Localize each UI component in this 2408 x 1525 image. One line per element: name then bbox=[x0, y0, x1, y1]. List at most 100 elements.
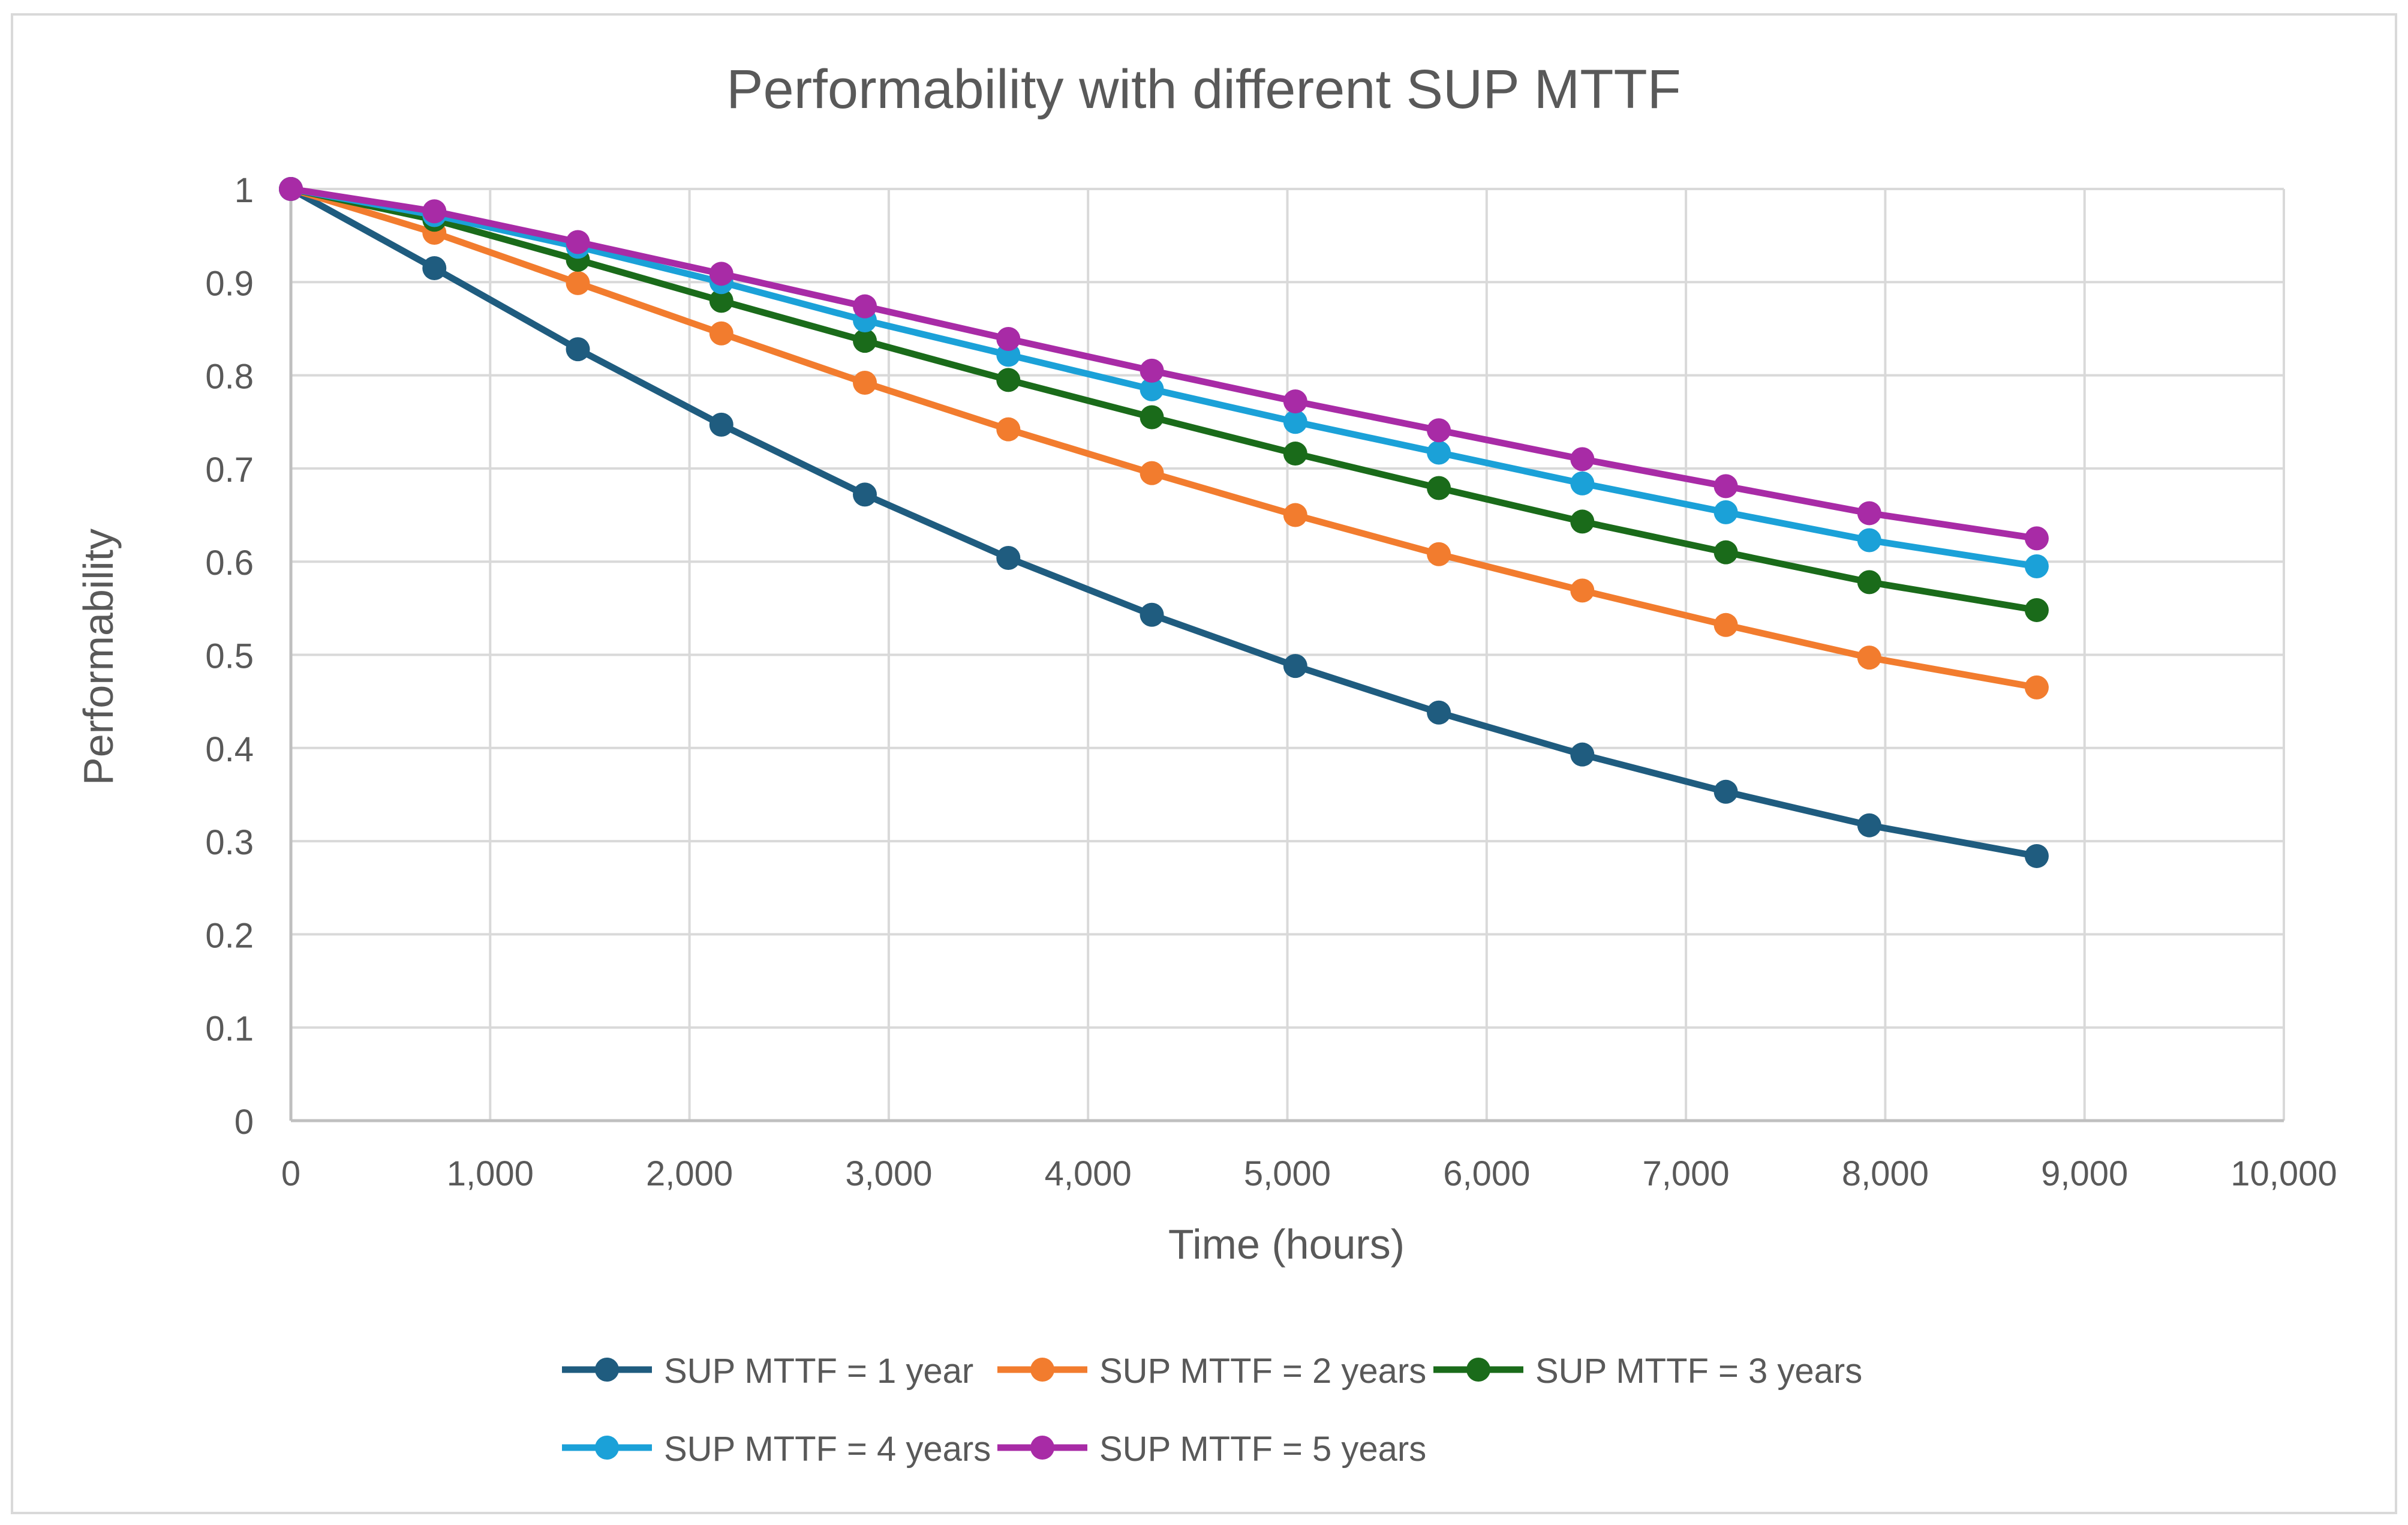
data-point bbox=[1427, 700, 1451, 725]
data-point bbox=[709, 412, 733, 437]
x-tick-label: 2,000 bbox=[646, 1154, 733, 1193]
data-point bbox=[1570, 509, 1595, 534]
data-point bbox=[853, 329, 877, 353]
data-point bbox=[1857, 813, 1881, 837]
legend-marker bbox=[1466, 1358, 1490, 1382]
data-point bbox=[566, 271, 590, 295]
y-tick-label: 0.8 bbox=[205, 358, 254, 397]
data-point bbox=[1140, 602, 1164, 627]
data-point bbox=[2024, 598, 2049, 622]
legend-label: SUP MTTF = 2 years bbox=[1099, 1352, 1426, 1391]
data-point bbox=[1283, 654, 1307, 679]
data-point bbox=[1857, 528, 1881, 553]
legend-marker bbox=[1030, 1358, 1054, 1382]
data-point bbox=[1713, 613, 1738, 637]
legend-marker bbox=[595, 1436, 619, 1460]
data-point bbox=[566, 337, 590, 362]
x-tick-label: 9,000 bbox=[2041, 1154, 2128, 1193]
x-tick-label: 5,000 bbox=[1244, 1154, 1331, 1193]
x-tick-label: 1,000 bbox=[447, 1154, 534, 1193]
data-point bbox=[1570, 578, 1595, 603]
data-point bbox=[422, 256, 447, 281]
x-tick-label: 3,000 bbox=[845, 1154, 932, 1193]
y-tick-label: 0.6 bbox=[205, 544, 254, 583]
y-tick-label: 0.4 bbox=[205, 730, 254, 769]
y-tick-label: 0.5 bbox=[205, 637, 254, 676]
x-tick-label: 10,000 bbox=[2230, 1154, 2337, 1193]
data-point bbox=[1427, 440, 1451, 465]
legend-label: SUP MTTF = 4 years bbox=[664, 1430, 991, 1469]
data-point bbox=[709, 262, 733, 286]
data-point bbox=[1140, 377, 1164, 401]
y-axis-title: Performability bbox=[75, 529, 122, 785]
data-point bbox=[853, 294, 877, 319]
data-point bbox=[1140, 405, 1164, 430]
data-point bbox=[996, 545, 1021, 570]
axes bbox=[289, 189, 2284, 1122]
y-tick-label: 0.9 bbox=[205, 264, 254, 303]
legend-marker bbox=[1030, 1436, 1054, 1460]
data-point bbox=[1713, 540, 1738, 565]
data-point bbox=[2024, 675, 2049, 700]
y-tick-label: 0.3 bbox=[205, 823, 254, 862]
legend-marker bbox=[595, 1358, 619, 1382]
data-point bbox=[996, 327, 1021, 352]
legend-label: SUP MTTF = 1 year bbox=[664, 1352, 973, 1391]
data-point bbox=[566, 230, 590, 254]
data-point bbox=[1570, 447, 1595, 472]
legend-item: SUP MTTF = 2 years bbox=[997, 1352, 1426, 1391]
data-point bbox=[1427, 418, 1451, 443]
data-point bbox=[1140, 461, 1164, 485]
data-point bbox=[996, 368, 1021, 392]
data-point bbox=[709, 321, 733, 346]
data-point bbox=[1857, 501, 1881, 526]
x-tick-label: 7,000 bbox=[1643, 1154, 1730, 1193]
data-point bbox=[1713, 779, 1738, 804]
x-tick-label: 0 bbox=[281, 1154, 300, 1193]
y-tick-label: 1 bbox=[235, 171, 254, 210]
data-point bbox=[1570, 471, 1595, 496]
data-point bbox=[1857, 570, 1881, 595]
legend-item: SUP MTTF = 4 years bbox=[562, 1430, 991, 1469]
x-axis-title: Time (hours) bbox=[1168, 1221, 1405, 1268]
data-point bbox=[853, 371, 877, 395]
data-point bbox=[1283, 442, 1307, 466]
chart-border bbox=[11, 13, 2397, 1514]
legend-item: SUP MTTF = 5 years bbox=[997, 1430, 1426, 1469]
data-point bbox=[1140, 358, 1164, 383]
data-point bbox=[1283, 389, 1307, 414]
legend-item: SUP MTTF = 1 year bbox=[562, 1352, 973, 1391]
data-point bbox=[1713, 500, 1738, 524]
legend-item: SUP MTTF = 3 years bbox=[1433, 1352, 1862, 1391]
y-tick-label: 0.2 bbox=[205, 916, 254, 955]
x-tick-label: 4,000 bbox=[1045, 1154, 1132, 1193]
gridlines bbox=[291, 188, 2285, 1121]
legend: SUP MTTF = 1 year SUP MTTF = 2 years SUP M… bbox=[562, 1352, 1862, 1469]
data-point bbox=[2024, 554, 2049, 578]
y-tick-label: 0.1 bbox=[205, 1010, 254, 1049]
chart-title: Performability with different SUP MTTF bbox=[726, 59, 1681, 120]
data-point bbox=[1427, 542, 1451, 566]
data-point bbox=[996, 417, 1021, 442]
y-tick-label: 0 bbox=[235, 1103, 254, 1142]
data-point bbox=[1857, 646, 1881, 670]
data-series bbox=[279, 177, 2049, 868]
y-tick-label: 0.7 bbox=[205, 451, 254, 490]
data-point bbox=[279, 177, 303, 201]
data-point bbox=[1570, 742, 1595, 767]
data-point bbox=[2024, 526, 2049, 551]
data-point bbox=[853, 482, 877, 507]
data-point bbox=[2024, 843, 2049, 868]
tick-labels: 0 0.1 0.2 0.3 0.4 0.5 0.6 0.7 0.8 0.9 1 0 1,000 2,000… bbox=[205, 171, 2337, 1193]
data-point bbox=[1713, 474, 1738, 499]
x-tick-label: 8,000 bbox=[1842, 1154, 1929, 1193]
legend-label: SUP MTTF = 5 years bbox=[1099, 1430, 1426, 1469]
data-point bbox=[1427, 476, 1451, 500]
data-point bbox=[1283, 410, 1307, 434]
x-tick-label: 6,000 bbox=[1443, 1154, 1530, 1193]
data-point bbox=[1283, 503, 1307, 527]
data-point bbox=[709, 289, 733, 313]
legend-label: SUP MTTF = 3 years bbox=[1535, 1352, 1862, 1391]
